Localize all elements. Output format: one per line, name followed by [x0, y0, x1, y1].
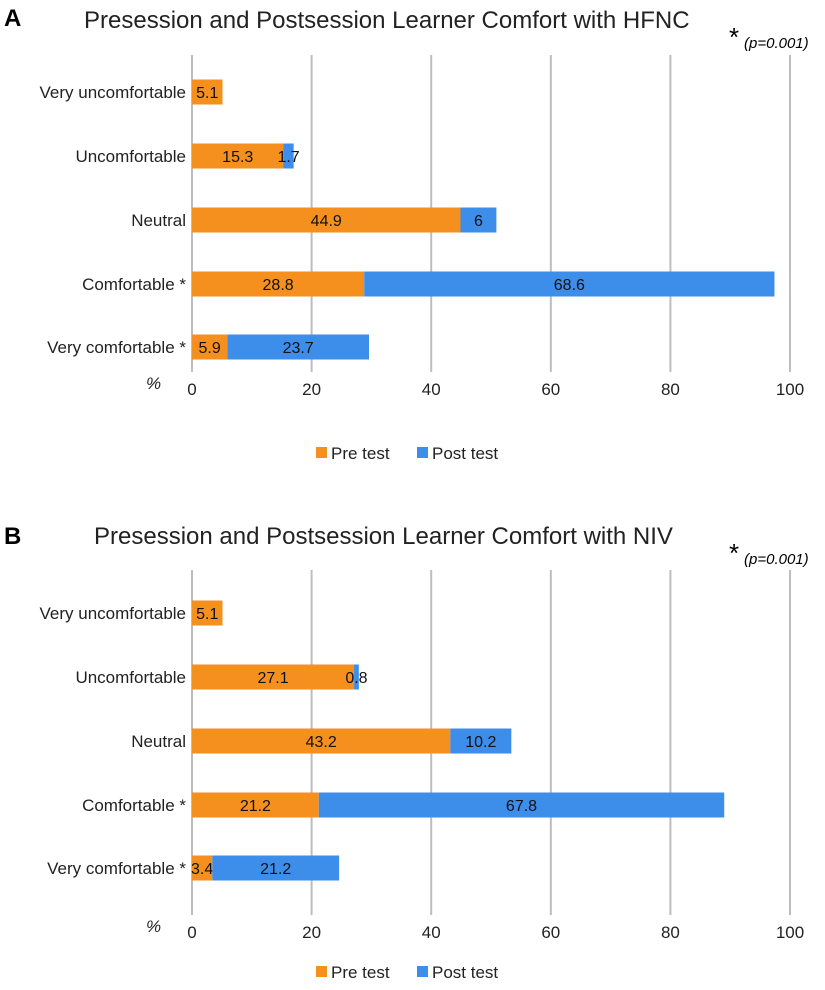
x-tick-label: 100 — [776, 380, 804, 399]
bar-data-label: 23.7 — [283, 340, 314, 357]
significance-star: * — [729, 538, 739, 568]
category-label: Comfortable * — [82, 275, 186, 294]
chart-title: Presession and Postsession Learner Comfo… — [94, 523, 673, 550]
bar-post-test — [318, 792, 725, 818]
legend-swatch-post — [417, 447, 428, 458]
significance-star: * — [729, 22, 739, 52]
bar-pre-test — [192, 600, 223, 626]
bar-data-label: 21.2 — [260, 861, 291, 878]
bar-data-label: 27.1 — [257, 670, 288, 687]
bar-data-label: 28.8 — [263, 277, 294, 294]
significance-note: (p=0.001) — [744, 551, 809, 568]
bar-data-label: 5.1 — [196, 606, 218, 623]
bar-data-label: 0.8 — [345, 670, 367, 687]
bar-post-test — [364, 271, 775, 297]
category-label: Uncomfortable — [75, 147, 186, 166]
legend-swatch-post — [417, 966, 428, 977]
plot-area: 0 20 40 60 80 100 Very uncomfortable 5.1 Uncomfo… — [40, 570, 804, 942]
bar-post-test — [354, 664, 359, 690]
bar-pre-test — [192, 143, 284, 169]
category-label: Uncomfortable — [75, 668, 186, 687]
significance-note: (p=0.001) — [744, 35, 809, 52]
legend: Pre test Post test — [316, 444, 498, 463]
legend-label-pre: Pre test — [331, 963, 390, 982]
legend-swatch-pre — [316, 447, 327, 458]
bar-data-label: 68.6 — [554, 277, 585, 294]
legend-swatch-pre — [316, 966, 327, 977]
legend-label-post: Post test — [432, 444, 498, 463]
x-tick-label: 20 — [302, 923, 321, 942]
bar-post-test — [227, 334, 370, 360]
bar-pre-test — [192, 728, 451, 754]
category-label: Very uncomfortable — [40, 83, 186, 102]
category-label: Comfortable * — [82, 796, 186, 815]
bar-post-test — [450, 728, 512, 754]
x-axis-unit: % — [146, 917, 161, 936]
x-tick-label: 80 — [661, 380, 680, 399]
x-tick-label: 60 — [541, 923, 560, 942]
bar-data-label: 1.7 — [277, 149, 299, 166]
bar-post-test — [283, 143, 294, 169]
x-tick-label: 40 — [422, 380, 441, 399]
bar-data-label: 21.2 — [240, 798, 271, 815]
x-tick-label: 60 — [541, 380, 560, 399]
category-label: Very comfortable * — [47, 859, 186, 878]
x-tick-label: 0 — [187, 380, 196, 399]
bar-data-label: 44.9 — [311, 213, 342, 230]
legend: Pre test Post test — [316, 963, 498, 982]
x-tick-label: 80 — [661, 923, 680, 942]
chart-panel-b: B Presession and Postsession Learner Com… — [0, 510, 825, 987]
bar-pre-test — [192, 792, 319, 818]
panel-letter: A — [4, 5, 21, 32]
bar-pre-test — [192, 207, 461, 233]
bar-data-label: 67.8 — [506, 798, 537, 815]
legend-label-post: Post test — [432, 963, 498, 982]
x-tick-label: 40 — [422, 923, 441, 942]
legend-label-pre: Pre test — [331, 444, 390, 463]
x-axis-unit: % — [146, 374, 161, 393]
plot-area: 0 20 40 60 80 100 Very uncomfortable 5.1 Uncomfo… — [40, 55, 804, 399]
category-label: Neutral — [131, 732, 186, 751]
bar-data-label: 43.2 — [306, 734, 337, 751]
chart-svg-a: A Presession and Postsession Learner Com… — [4, 5, 809, 463]
panel-letter: B — [4, 523, 21, 550]
category-label: Very comfortable * — [47, 338, 186, 357]
bar-pre-test — [192, 334, 228, 360]
bar-data-label: 6 — [474, 213, 483, 230]
bar-data-label: 3.4 — [191, 861, 213, 878]
x-tick-label: 100 — [776, 923, 804, 942]
x-tick-label: 0 — [187, 923, 196, 942]
bar-pre-test — [192, 271, 365, 297]
bar-post-test — [212, 855, 340, 881]
chart-panel-a: A Presession and Postsession Learner Com… — [0, 0, 825, 480]
bar-post-test — [460, 207, 497, 233]
chart-svg-b: B Presession and Postsession Learner Com… — [4, 523, 809, 982]
bar-data-label: 5.1 — [196, 85, 218, 102]
bar-data-label: 10.2 — [465, 734, 496, 751]
category-label: Neutral — [131, 211, 186, 230]
bar-data-label: 5.9 — [199, 340, 221, 357]
bar-pre-test — [192, 855, 213, 881]
category-label: Very uncomfortable — [40, 604, 186, 623]
bar-pre-test — [192, 79, 223, 105]
bar-data-label: 15.3 — [222, 149, 253, 166]
x-tick-label: 20 — [302, 380, 321, 399]
bar-pre-test — [192, 664, 355, 690]
chart-title: Presession and Postsession Learner Comfo… — [84, 7, 690, 34]
